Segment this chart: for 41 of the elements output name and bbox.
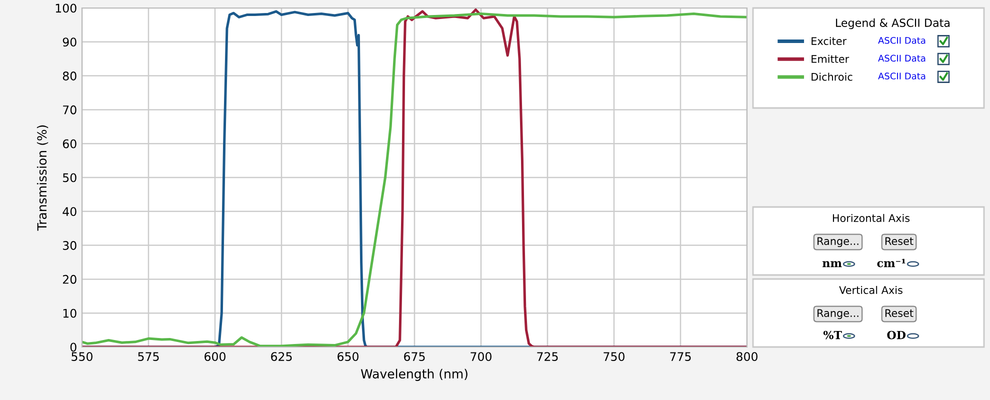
- y-tick-label: 80: [62, 72, 76, 80]
- y-tick-label: 50: [63, 173, 76, 182]
- text: Range...: [818, 309, 858, 320]
- legend-title: Legend & ASCII Data: [836, 18, 950, 30]
- y-axis-title: Transmission (%): [36, 125, 48, 231]
- text: nm: [822, 261, 842, 268]
- legend-label: Emitter: [812, 54, 850, 63]
- text: ASCII Data: [878, 72, 926, 80]
- x-tick-label: 550: [72, 352, 92, 361]
- x-tick-label: 600: [204, 352, 226, 361]
- x-axis-title: Wavelength (nm): [360, 368, 468, 381]
- legend-label: Dichroic: [812, 72, 852, 81]
- x-tick-label: 800: [736, 352, 758, 361]
- text: Horizontal Axis: [832, 214, 910, 222]
- x-tick-label: 750: [604, 352, 624, 361]
- text: ASCII Data: [878, 36, 926, 44]
- text: Reset: [885, 237, 914, 246]
- text: OD: [887, 330, 906, 340]
- x-tick-label: 725: [537, 352, 558, 361]
- y-tick-label: 90: [62, 38, 76, 47]
- text: ASCII Data: [878, 54, 926, 62]
- y-tick-label: 0: [70, 342, 76, 352]
- legend-label: Exciter: [812, 36, 847, 46]
- text: Range...: [818, 237, 858, 248]
- y-tick-label: 70: [63, 105, 76, 114]
- y-tick-label: 40: [62, 207, 76, 216]
- y-tick-label: 100: [56, 4, 76, 13]
- y-tick-label: 60: [62, 139, 76, 148]
- text: Vertical Axis: [839, 286, 902, 294]
- x-tick-label: 775: [670, 352, 691, 361]
- text: cm⁻¹: [877, 258, 906, 268]
- x-tick-label: 650: [338, 352, 358, 361]
- y-tick-label: 10: [63, 308, 76, 318]
- y-tick-label: 20: [62, 274, 76, 284]
- text: Reset: [885, 309, 914, 318]
- y-tick-label: 30: [63, 241, 76, 250]
- x-tick-label: 675: [404, 352, 425, 361]
- text: %T: [823, 330, 842, 340]
- x-tick-label: 575: [138, 352, 159, 361]
- x-tick-label: 625: [271, 352, 292, 361]
- x-tick-label: 700: [470, 352, 492, 361]
